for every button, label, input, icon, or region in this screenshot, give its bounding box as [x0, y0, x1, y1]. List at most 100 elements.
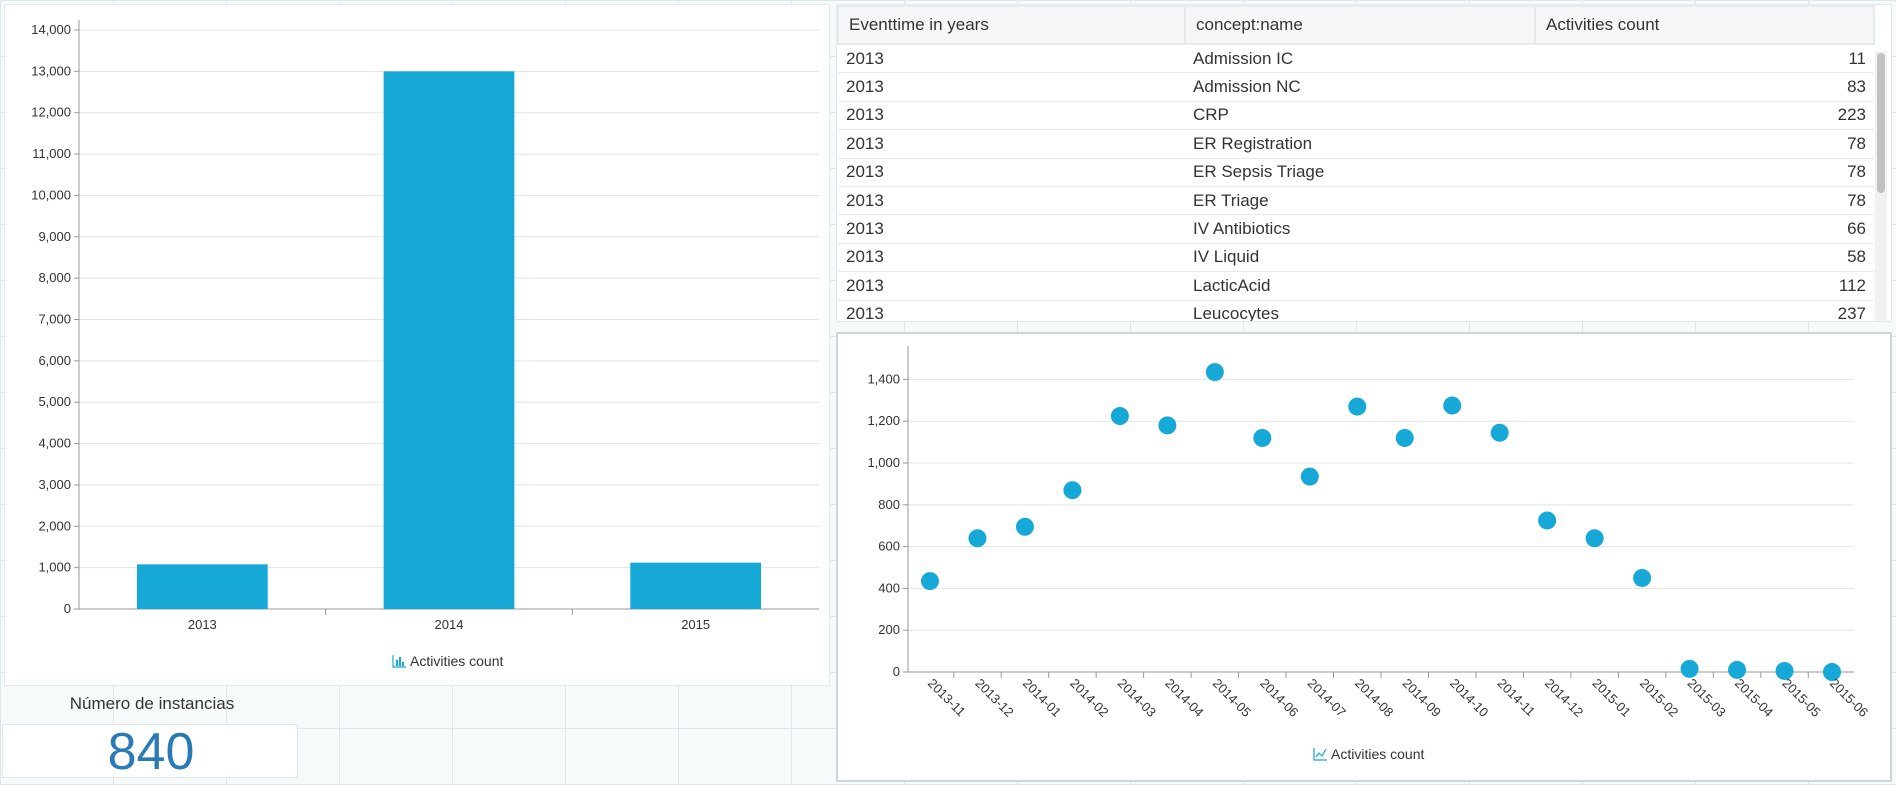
x-tick-label: 2015-03 [1684, 676, 1728, 720]
y-tick-label: 600 [878, 539, 900, 554]
data-point[interactable] [1015, 517, 1034, 536]
x-tick-label: 2013-12 [972, 676, 1016, 720]
data-point[interactable] [1490, 423, 1509, 442]
kpi-panel: Número de instancias 840 [0, 688, 300, 782]
data-point[interactable] [1775, 661, 1794, 680]
table-body: 2013 Admission IC 11 2013 Admission NC 83 2013… [838, 44, 1874, 321]
bar[interactable] [630, 562, 762, 609]
y-tick-label: 200 [878, 622, 900, 637]
cell-activities-count: 78 [1535, 129, 1874, 159]
data-point[interactable] [1110, 407, 1129, 426]
x-tick-label: 2014-08 [1352, 676, 1396, 720]
column-header-eventtime[interactable]: Eventtime in years [837, 5, 1186, 45]
data-point[interactable] [1680, 659, 1699, 678]
table-row[interactable]: 2013 Admission IC 11 [838, 44, 1874, 74]
cell-concept-name: Admission IC [1185, 44, 1535, 74]
x-tick-label: 2015-05 [1779, 676, 1823, 720]
cell-activities-count: 112 [1535, 271, 1874, 301]
chart-legend[interactable]: Activities count [392, 653, 503, 669]
y-tick-label: 0 [64, 601, 71, 616]
cell-activities-count: 11 [1535, 44, 1874, 74]
cell-concept-name: LacticAcid [1185, 271, 1535, 301]
column-header-concept-name[interactable]: concept:name [1184, 5, 1536, 45]
cell-activities-count: 78 [1535, 158, 1874, 187]
cell-activities-count: 237 [1535, 300, 1874, 321]
x-tick-label: 2013 [188, 617, 217, 632]
data-point[interactable] [1823, 663, 1841, 681]
y-tick-label: 800 [878, 497, 900, 512]
data-point[interactable] [1348, 397, 1367, 416]
table-header-row: Eventtime in years concept:name Activiti… [837, 5, 1875, 45]
y-tick-label: 4,000 [38, 436, 71, 451]
data-point[interactable] [1395, 428, 1414, 447]
x-tick-label: 2014-06 [1257, 676, 1301, 720]
y-tick-label: 5,000 [38, 394, 71, 409]
cell-year: 2013 [838, 158, 1185, 187]
table-row[interactable]: 2013 LacticAcid 112 [838, 271, 1874, 301]
kpi-value: 840 [107, 723, 195, 781]
x-tick-label: 2014 [435, 617, 464, 632]
y-tick-label: 12,000 [31, 105, 71, 120]
chart-legend[interactable]: Activities count [1313, 746, 1424, 762]
x-tick-label: 2015 [681, 617, 710, 632]
y-tick-label: 3,000 [38, 477, 71, 492]
x-tick-label: 2015-02 [1637, 676, 1681, 720]
cell-year: 2013 [838, 300, 1185, 321]
x-tick-label: 2014-07 [1305, 676, 1349, 720]
x-tick-label: 2015-04 [1732, 676, 1776, 720]
x-tick-label: 2014-12 [1542, 676, 1586, 720]
data-point[interactable] [968, 529, 987, 548]
cell-year: 2013 [838, 214, 1185, 244]
data-point[interactable] [1538, 511, 1557, 530]
scatter-chart: 0 200 400 600 800 1,000 1,200 1,400 2013-11 2013-… [867, 346, 1871, 762]
data-point[interactable] [1443, 396, 1462, 415]
cell-year: 2013 [838, 72, 1185, 102]
bar[interactable] [136, 564, 268, 609]
kpi-label: Número de instancias [69, 694, 235, 713]
y-tick-label: 1,400 [867, 371, 900, 386]
cell-year: 2013 [838, 186, 1185, 216]
x-tick-label: 2014-04 [1162, 676, 1206, 720]
cell-concept-name: ER Sepsis Triage [1185, 158, 1535, 187]
data-point[interactable] [1063, 481, 1082, 500]
data-point[interactable] [1585, 529, 1604, 548]
bar-chart: 0 1,000 2,000 3,000 4,000 5,000 6,000 7,000 8,00… [31, 20, 819, 669]
data-point[interactable] [1205, 363, 1224, 382]
table-row[interactable]: 2013 ER Sepsis Triage 78 [838, 158, 1874, 187]
data-table-panel: Eventtime in years concept:name Activiti… [836, 4, 1892, 322]
table-row[interactable]: 2013 IV Antibiotics 66 [838, 214, 1874, 244]
x-tick-label: 2014-02 [1067, 676, 1111, 720]
data-point[interactable] [921, 572, 939, 591]
data-point[interactable] [1158, 416, 1177, 435]
cell-concept-name: IV Antibiotics [1185, 214, 1535, 244]
data-point[interactable] [1253, 428, 1272, 447]
data-point[interactable] [1728, 660, 1747, 679]
data-point[interactable] [1300, 467, 1319, 486]
table-row[interactable]: 2013 ER Registration 78 [838, 129, 1874, 159]
cell-year: 2013 [838, 243, 1185, 273]
cell-concept-name: Admission NC [1185, 72, 1535, 102]
cell-concept-name: ER Registration [1185, 129, 1535, 159]
data-point[interactable] [1633, 568, 1652, 587]
cell-concept-name: IV Liquid [1185, 243, 1535, 273]
x-tick-label: 2014-01 [1020, 676, 1064, 720]
cell-activities-count: 78 [1535, 186, 1874, 216]
cell-year: 2013 [838, 101, 1185, 131]
x-tick-label: 2014-10 [1447, 676, 1491, 720]
table-scrollbar-thumb[interactable] [1877, 53, 1885, 193]
cell-concept-name: CRP [1185, 101, 1535, 131]
bar[interactable] [383, 71, 515, 610]
table-row[interactable]: 2013 CRP 223 [838, 101, 1874, 131]
y-tick-label: 7,000 [38, 312, 71, 327]
column-header-activities-count[interactable]: Activities count [1534, 5, 1875, 45]
y-tick-label: 1,000 [38, 560, 71, 575]
table-row[interactable]: 2013 Leucocytes 237 [838, 300, 1874, 321]
table-row[interactable]: 2013 IV Liquid 58 [838, 243, 1874, 273]
bar-chart-panel: 0 1,000 2,000 3,000 4,000 5,000 6,000 7,000 8,00… [4, 4, 830, 686]
x-tick-label: 2015-06 [1827, 676, 1871, 720]
table-row[interactable]: 2013 ER Triage 78 [838, 186, 1874, 216]
y-tick-label: 10,000 [31, 187, 71, 202]
y-tick-label: 400 [878, 580, 900, 595]
cell-activities-count: 66 [1535, 214, 1874, 244]
table-row[interactable]: 2013 Admission NC 83 [838, 72, 1874, 102]
